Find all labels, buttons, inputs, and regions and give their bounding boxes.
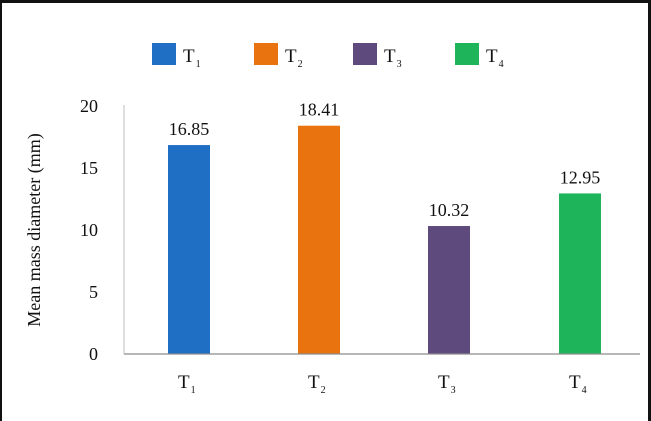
legend-swatch-t4 [455,43,479,65]
x-tick-label-t2-base: T [308,372,320,393]
legend-label-t3-subscript: 3 [397,59,402,70]
bar-t3 [428,226,470,354]
x-tick-label-t3-subscript: 3 [451,385,456,396]
y-tick-label: 0 [89,344,98,364]
x-tick-label-t2: T2 [308,372,326,396]
legend-label-t4-base: T [486,46,498,67]
legend: T1 T2 T3 T4 [152,43,504,70]
x-axis-ticks: T1 T2 T3 T4 [178,372,587,396]
bar-t1 [168,145,210,354]
legend-label-t1: T1 [183,46,201,70]
x-tick-label-t2-subscript: 2 [321,385,326,396]
legend-swatch-t1 [152,43,176,65]
value-label-t2: 18.41 [299,100,340,120]
x-tick-label-t1-base: T [178,372,190,393]
y-axis-label: Mean mass diameter (mm) [24,133,45,326]
x-tick-label-t3-base: T [438,372,450,393]
legend-label-t3: T3 [384,46,402,70]
legend-label-t4-subscript: 4 [499,59,504,70]
y-tick-label: 20 [80,96,98,116]
x-tick-label-t4-subscript: 4 [582,385,587,396]
x-tick-label-t1-subscript: 1 [191,385,196,396]
legend-label-t1-base: T [183,46,195,67]
value-labels: 16.85 18.41 10.32 12.95 [169,100,601,220]
legend-label-t1-subscript: 1 [196,59,201,70]
bar-t2 [298,126,340,354]
y-axis-ticks: 0 5 10 15 20 [80,96,98,364]
x-tick-label-t4: T4 [569,372,587,396]
legend-label-t2-subscript: 2 [298,59,303,70]
x-tick-label-t3: T3 [438,372,456,396]
value-label-t4: 12.95 [560,167,601,187]
legend-swatch-t2 [254,43,278,65]
legend-label-t4: T4 [486,46,504,70]
value-label-t3: 10.32 [429,200,470,220]
value-label-t1: 16.85 [169,119,210,139]
legend-swatch-t3 [353,43,377,65]
bar-t4 [559,193,601,354]
y-tick-label: 15 [80,158,98,178]
legend-label-t2: T2 [285,46,303,70]
x-tick-label-t1: T1 [178,372,196,396]
bars [168,126,601,354]
y-tick-label: 10 [80,220,98,240]
legend-label-t2-base: T [285,46,297,67]
x-tick-label-t4-base: T [569,372,581,393]
legend-label-t3-base: T [384,46,396,67]
y-tick-label: 5 [89,282,98,302]
